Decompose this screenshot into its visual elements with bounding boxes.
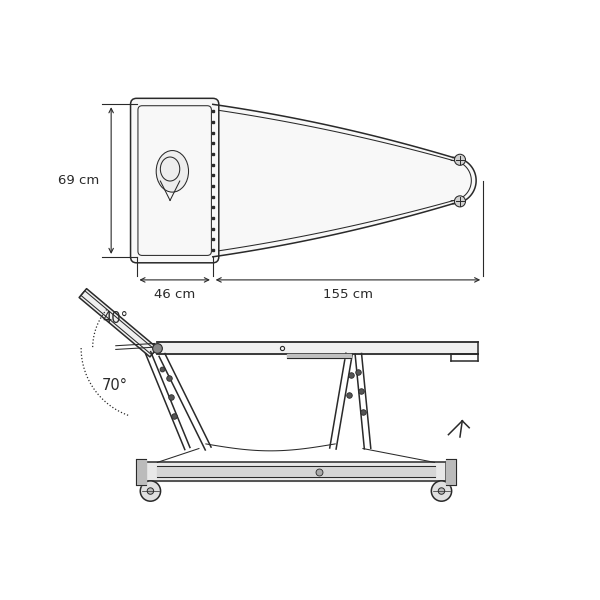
Polygon shape bbox=[446, 458, 456, 485]
FancyBboxPatch shape bbox=[131, 98, 219, 263]
Circle shape bbox=[438, 488, 445, 494]
Circle shape bbox=[147, 488, 154, 494]
Text: 46 cm: 46 cm bbox=[154, 288, 196, 301]
Circle shape bbox=[140, 481, 161, 501]
Polygon shape bbox=[157, 466, 434, 477]
Text: 69 cm: 69 cm bbox=[58, 174, 100, 187]
Polygon shape bbox=[146, 463, 446, 481]
Text: 70°: 70° bbox=[102, 377, 128, 392]
Polygon shape bbox=[136, 458, 146, 485]
Ellipse shape bbox=[156, 151, 188, 192]
Circle shape bbox=[431, 481, 452, 501]
Text: 40°: 40° bbox=[102, 311, 128, 326]
Polygon shape bbox=[157, 342, 478, 354]
Text: 155 cm: 155 cm bbox=[323, 288, 373, 301]
Polygon shape bbox=[287, 354, 352, 358]
Circle shape bbox=[454, 196, 466, 207]
Circle shape bbox=[454, 154, 466, 166]
Polygon shape bbox=[79, 289, 157, 357]
Polygon shape bbox=[213, 104, 476, 257]
